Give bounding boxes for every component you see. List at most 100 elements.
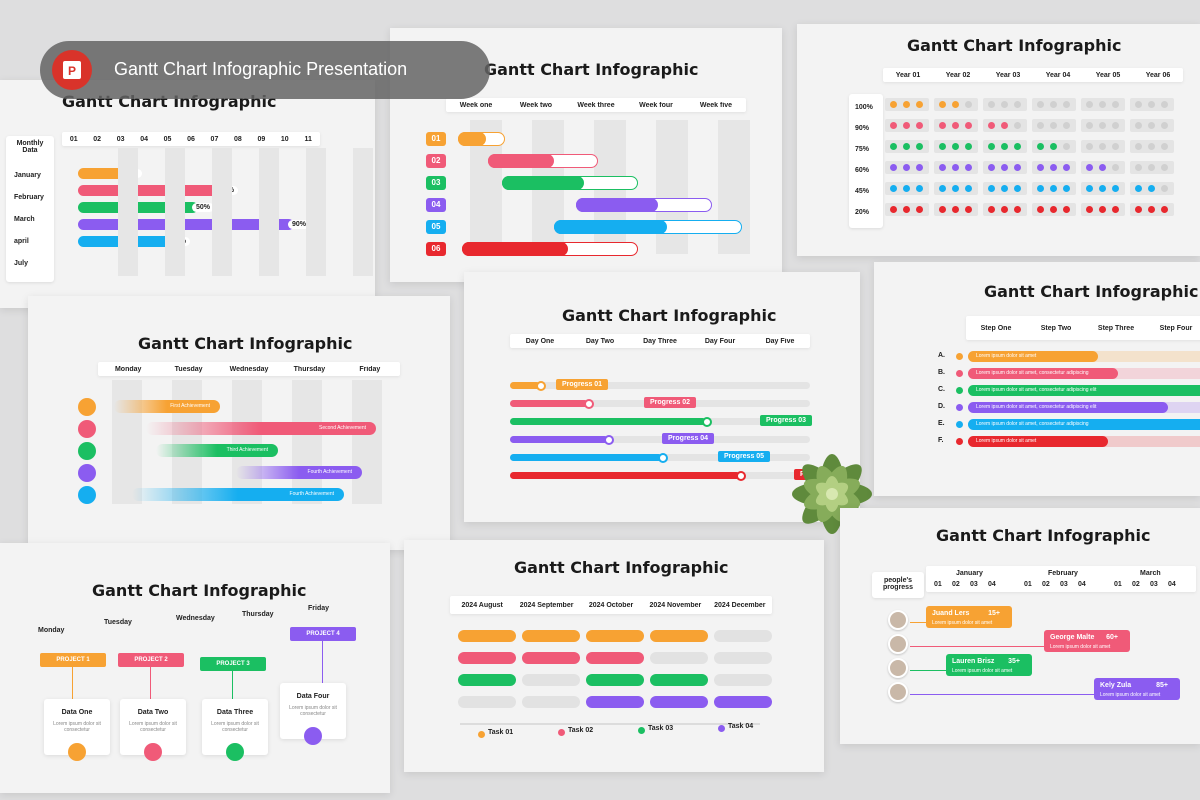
column-header: 06 xyxy=(187,135,195,143)
month-label: 2024 November xyxy=(649,601,702,609)
progress-dot xyxy=(988,185,995,192)
progress-dot xyxy=(988,101,995,108)
week-label: 01 xyxy=(1024,581,1032,588)
achievement-bar: First Achievement xyxy=(114,400,220,413)
progress-dot xyxy=(890,143,897,150)
task-pill xyxy=(586,652,644,664)
progress-dot xyxy=(1001,164,1008,171)
slide-weekly-gantt: Gantt Chart Infographic Week one Week two… xyxy=(390,28,782,282)
progress-fill xyxy=(510,418,706,425)
progress-track xyxy=(510,436,810,443)
person-text: Lorem ipsum dolor sit amet xyxy=(1100,692,1161,698)
task-bar xyxy=(502,176,584,190)
progress-dot xyxy=(903,206,910,213)
progress-dot xyxy=(903,185,910,192)
day-label: Wednesday xyxy=(229,365,269,373)
month-header: January 01 02 03 04 February 01 02 03 04 March 01 02… xyxy=(926,566,1196,592)
month-label: January xyxy=(14,172,41,179)
progress-dot xyxy=(1135,122,1142,129)
day-label: Monday xyxy=(114,365,142,373)
week-label: 02 xyxy=(1042,581,1050,588)
progress-bar xyxy=(78,168,126,179)
progress-dot xyxy=(1037,101,1044,108)
banner-title: Gantt Chart Infographic Presentation xyxy=(114,59,408,79)
progress-dot xyxy=(1063,164,1070,171)
task-pill xyxy=(586,674,644,686)
step-bar: Lorem ipsum dolor sit amet, consectetur … xyxy=(968,385,1200,396)
column-header: 03 xyxy=(116,135,125,143)
row-letter: B. xyxy=(938,369,945,376)
row-dot xyxy=(956,438,963,445)
row-letter: C. xyxy=(938,386,945,393)
day-label: Tuesday xyxy=(174,365,203,373)
grid-column xyxy=(306,148,326,276)
task-dot xyxy=(718,725,725,732)
month-label: april xyxy=(14,238,29,245)
day-label: Thursday xyxy=(293,365,326,373)
slide-title: Gantt Chart Infographic xyxy=(936,526,1151,545)
progress-dot xyxy=(988,164,995,171)
task-pill xyxy=(714,696,772,708)
step-text: Lorem ipsum dolor sit amet, consectetur … xyxy=(976,404,1097,410)
person-name: Kely Zula xyxy=(1100,682,1132,689)
task-pill xyxy=(650,674,708,686)
column-header: 05 xyxy=(163,135,172,143)
progress-dot xyxy=(1086,164,1093,171)
task-bar xyxy=(488,154,554,168)
progress-dot xyxy=(916,143,923,150)
task-dot xyxy=(638,727,645,734)
progress-dot xyxy=(1050,164,1057,171)
progress-dot xyxy=(1112,185,1119,192)
slide-yearly-dots: Gantt Chart Infographic Year 01 Year 02 Ye… xyxy=(797,24,1200,256)
task-pill xyxy=(586,630,644,642)
progress-dot xyxy=(1086,143,1093,150)
progress-dot xyxy=(1099,122,1106,129)
week-label: 04 xyxy=(1078,581,1086,588)
task-pill xyxy=(586,696,644,708)
week-label: 03 xyxy=(1150,581,1158,588)
grid-column xyxy=(212,148,232,276)
card-title: Data Three xyxy=(216,709,254,716)
card-title: Data Four xyxy=(296,693,330,700)
person-card: George Malte 60+ Lorem ipsum dolor sit ame… xyxy=(1044,630,1130,652)
month-label: July xyxy=(14,260,29,267)
day-header: Day One Day Two Day Three Day Four Day Five xyxy=(510,334,810,348)
person-pct: 60+ xyxy=(1106,634,1118,641)
progress-dot xyxy=(1112,122,1119,129)
person-card: Juand Lers 15+ Lorem ipsum dolor sit amet xyxy=(926,606,1012,628)
task-dot xyxy=(478,731,485,738)
slide-people-progress: Gantt Chart Infographic people's progres… xyxy=(840,508,1200,744)
achievement-label: Second Achievement xyxy=(319,425,366,431)
row-header: Monthly Data xyxy=(16,140,44,154)
achievement-label: First Achievement xyxy=(170,403,210,409)
progress-dot xyxy=(965,101,972,108)
person-name: George Malte xyxy=(1050,634,1095,641)
progress-dot xyxy=(1161,122,1168,129)
week-label: Week four xyxy=(639,101,673,109)
progress-dot xyxy=(1050,206,1057,213)
slide-projects: Gantt Chart Infographic Monday Tuesday Wed… xyxy=(0,543,390,793)
month-label: 2024 August xyxy=(461,601,503,609)
connector-line xyxy=(910,646,1044,647)
progress-dot xyxy=(916,185,923,192)
person-text: Lorem ipsum dolor sit amet xyxy=(1050,644,1111,650)
task-pill xyxy=(714,630,772,642)
column-header: 08 xyxy=(234,135,242,143)
day-label: Wednesday xyxy=(176,615,215,622)
progress-dot xyxy=(1161,101,1168,108)
step-bar: Lorem ipsum dolor sit amet, consectetur … xyxy=(968,368,1118,379)
person-avatar xyxy=(888,610,908,630)
task-label: Task 02 xyxy=(568,727,594,734)
progress-knob xyxy=(736,471,746,481)
card-text: Lorem ipsum dolor sit consectetur xyxy=(211,721,259,733)
project-tag: PROJECT 4 xyxy=(290,627,356,641)
progress-dot xyxy=(1001,206,1008,213)
task-pill xyxy=(458,696,516,708)
grid-column xyxy=(165,148,185,276)
step-text: Lorem ipsum dolor sit amet, consectetur … xyxy=(976,370,1089,376)
step-text: Lorem ipsum dolor sit amet xyxy=(976,353,1037,359)
progress-dot xyxy=(1063,143,1070,150)
column-header: 07 xyxy=(210,135,219,143)
grid-column xyxy=(112,380,142,504)
briefcase-icon xyxy=(78,420,96,438)
